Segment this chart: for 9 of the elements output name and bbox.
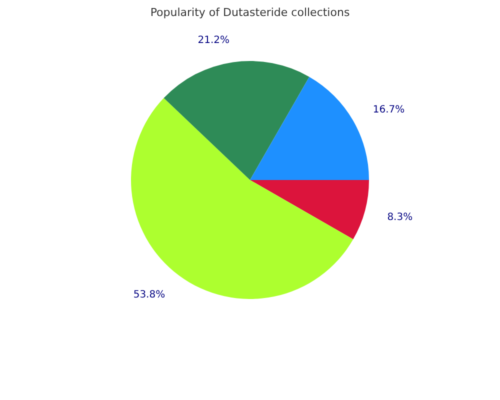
pie-slice xyxy=(250,180,369,240)
pie-slice xyxy=(250,76,369,180)
chart-title: Popularity of Dutasteride collections xyxy=(150,6,350,19)
data-label: 16.7% xyxy=(372,104,405,116)
pie-slice xyxy=(164,61,310,180)
data-label: 53.8% xyxy=(133,289,166,300)
data-label: 21.2% xyxy=(198,34,230,46)
pie-slice xyxy=(131,98,354,299)
data-label: 8.3% xyxy=(387,212,413,224)
